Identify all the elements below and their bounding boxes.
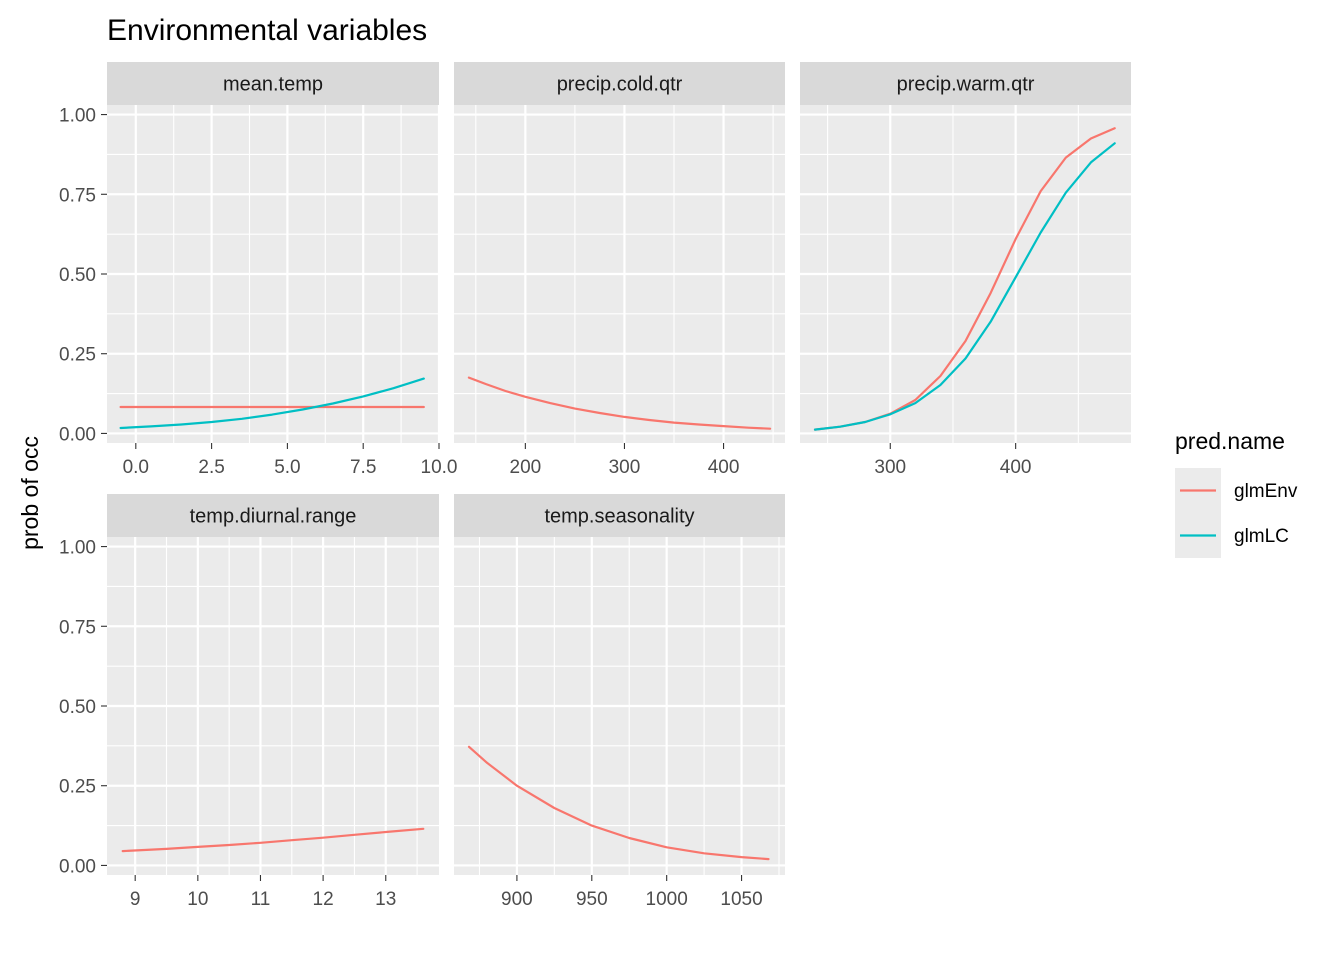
- x-tick-label: 13: [375, 889, 396, 910]
- strip-background: [454, 494, 785, 537]
- strip-background: [107, 62, 439, 105]
- strip-label: temp.seasonality: [544, 506, 694, 528]
- panel-mean-temp: mean.temp 0.0 2.5 5.0 7.5 10.0 0.00 0.25 0.50 0.7…: [59, 62, 457, 478]
- panel-precip-warm-qtr: precip.warm.qtr 300 400: [800, 62, 1131, 478]
- x-tick-label: 9: [130, 889, 141, 910]
- legend: pred.name glmEnv glmLC: [1175, 428, 1298, 558]
- x-tick-label: 10.0: [421, 457, 458, 478]
- y-tick-label: 0.00: [59, 424, 96, 445]
- x-tick-label: 900: [501, 889, 533, 910]
- x-tick-label: 1050: [720, 889, 762, 910]
- x-tick-label: 11: [251, 889, 271, 910]
- legend-title: pred.name: [1175, 428, 1285, 454]
- legend-label-glmLC: glmLC: [1234, 526, 1289, 547]
- strip-label: mean.temp: [223, 74, 323, 96]
- x-tick-label: 0.0: [123, 457, 149, 478]
- x-tick-label: 12: [313, 889, 334, 910]
- strip-label: temp.diurnal.range: [190, 506, 357, 528]
- strip-background: [800, 62, 1131, 105]
- chart-title: Environmental variables: [107, 14, 427, 47]
- y-tick-label: 0.50: [59, 697, 96, 718]
- series-line-glmEnv: [467, 745, 770, 861]
- strip-label: precip.warm.qtr: [897, 74, 1035, 96]
- y-tick-label: 0.75: [59, 185, 96, 206]
- series-line-glmEnv: [467, 376, 772, 430]
- y-tick-label: 0.75: [59, 617, 96, 638]
- panel-precip-cold-qtr: precip.cold.qtr 200 300 400: [454, 62, 785, 478]
- y-tick-label: 0.25: [59, 345, 96, 366]
- x-tick-label: 1000: [646, 889, 688, 910]
- x-tick-label: 300: [609, 457, 641, 478]
- y-tick-label: 0.00: [59, 856, 96, 877]
- y-tick-label: 1.00: [59, 538, 96, 559]
- strip-label: precip.cold.qtr: [557, 74, 683, 96]
- x-tick-label: 10: [187, 889, 208, 910]
- x-tick-label: 2.5: [198, 457, 224, 478]
- series-line-glmEnv: [121, 827, 425, 853]
- x-tick-label: 200: [510, 457, 542, 478]
- panels: mean.temp 0.0 2.5 5.0 7.5 10.0 0.00 0.25 0.50 0.7…: [59, 62, 1131, 910]
- x-tick-label: 300: [874, 457, 906, 478]
- y-tick-label: 0.50: [59, 265, 96, 286]
- series-line-glmLC: [119, 377, 425, 430]
- x-tick-label: 950: [576, 889, 608, 910]
- strip-background: [107, 494, 439, 537]
- y-tick-label: 0.25: [59, 777, 96, 798]
- x-tick-label: 400: [1000, 457, 1032, 478]
- series-line-glmLC: [813, 142, 1116, 431]
- x-tick-label: 400: [708, 457, 740, 478]
- y-axis-title: prob of occ: [17, 436, 43, 550]
- y-tick-label: 1.00: [59, 106, 96, 127]
- legend-label-glmEnv: glmEnv: [1234, 481, 1298, 502]
- panel-temp-seasonality: temp.seasonality 900 950 1000 1050: [454, 494, 785, 910]
- x-tick-label: 7.5: [350, 457, 376, 478]
- panel-temp-diurnal-range: temp.diurnal.range 9 10 11 12 13 0.00 0.25 0.50 0…: [59, 494, 439, 910]
- strip-background: [454, 62, 785, 105]
- x-tick-label: 5.0: [274, 457, 300, 478]
